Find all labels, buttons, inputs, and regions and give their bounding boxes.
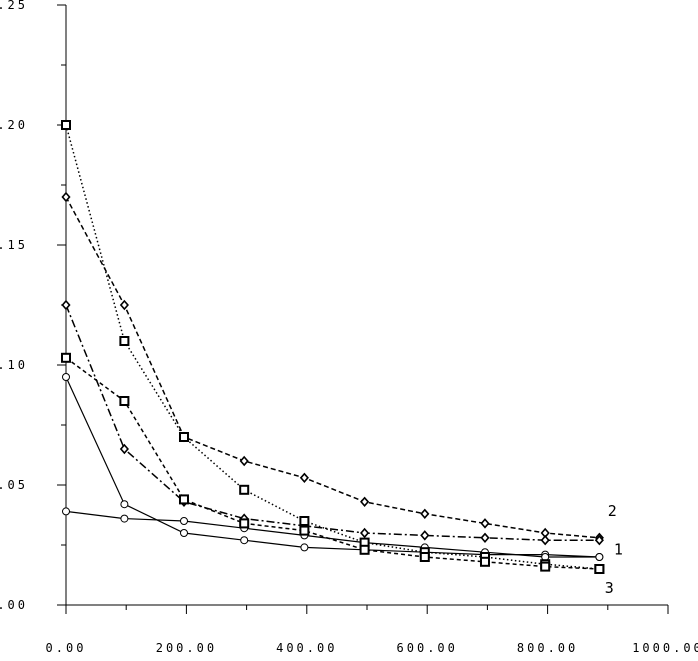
x-tick-label: 400.00 [276, 641, 337, 655]
circle-marker [240, 536, 249, 545]
y-tick-label: 0.00 [0, 598, 28, 612]
circle-marker [179, 529, 188, 537]
diamond-marker [420, 508, 430, 520]
square-marker [239, 518, 250, 529]
diamond-marker [360, 496, 370, 508]
square-marker [119, 336, 130, 346]
diamond-marker [61, 299, 71, 311]
diamond-marker [119, 299, 129, 311]
y-tick-label: 0.25 [0, 0, 28, 12]
diamond-marker [594, 534, 604, 546]
square-marker [594, 564, 605, 574]
series-2-line [65, 510, 600, 558]
diamond-marker [119, 443, 129, 455]
series-3-line [65, 196, 600, 539]
diamond-marker [420, 530, 430, 541]
circle-marker [300, 543, 309, 552]
circle-marker [595, 553, 604, 561]
y-tick-label: 0.15 [0, 238, 28, 252]
x-tick-label: 0.00 [46, 641, 87, 655]
y-tick-label: 0.05 [0, 478, 28, 492]
square-marker [178, 494, 189, 505]
square-marker [479, 556, 490, 567]
circle-marker [62, 373, 70, 381]
x-tick-label: 800.00 [517, 641, 578, 655]
diamond-marker [61, 191, 71, 203]
x-tick-label: 200.00 [156, 641, 217, 655]
series-4-line [65, 304, 600, 541]
diamond-marker [299, 472, 309, 484]
diamond-marker [540, 534, 550, 546]
square-marker [239, 484, 250, 495]
square-marker [61, 352, 71, 363]
square-marker [419, 552, 430, 562]
diamond-marker [360, 527, 370, 539]
square-marker [299, 516, 310, 526]
curve-label-2: 2 [608, 502, 617, 520]
diamond-marker [480, 518, 490, 529]
series-5-line [65, 124, 600, 570]
diamond-marker [480, 532, 490, 544]
diamond-marker [239, 455, 249, 467]
circle-marker [62, 507, 70, 516]
series-6-line [65, 357, 600, 570]
curve-label-3: 3 [605, 579, 614, 597]
square-marker [299, 525, 310, 536]
square-marker [178, 432, 189, 442]
circle-marker [120, 500, 129, 509]
series-1-line [65, 376, 600, 558]
circle-marker [120, 514, 129, 523]
circle-marker [179, 517, 188, 525]
x-tick-label: 1000.00 [632, 641, 698, 655]
y-tick-label: 0.20 [0, 118, 28, 132]
square-marker [359, 544, 370, 555]
y-tick-label: 0.10 [0, 358, 28, 372]
square-marker [540, 561, 551, 572]
square-marker [119, 396, 130, 406]
curve-label-1: 1 [614, 541, 623, 559]
x-tick-label: 600.00 [397, 641, 458, 655]
square-marker [61, 120, 71, 130]
